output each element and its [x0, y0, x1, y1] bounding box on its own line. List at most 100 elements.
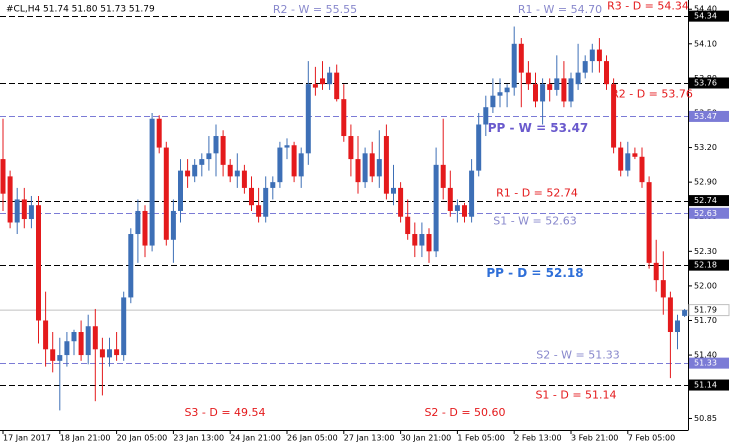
candle-body	[362, 153, 368, 183]
offchart-level-label: S2 - D = 50.60	[424, 406, 505, 419]
candle-body	[327, 72, 333, 85]
level-tag-label: 52.74	[694, 196, 717, 205]
candle-body	[511, 43, 517, 88]
x-tick-label: 2 Feb 13:00	[514, 434, 561, 443]
candle-body	[476, 124, 482, 171]
level-tag	[689, 259, 729, 271]
candle-body	[667, 297, 673, 333]
candle-body	[135, 210, 141, 235]
candle-body	[547, 84, 553, 90]
level-tag	[689, 77, 729, 89]
candle-body	[21, 199, 27, 220]
candle-body	[561, 78, 567, 102]
x-tick-label: 18 Jan 21:00	[60, 434, 111, 443]
candle-body	[64, 341, 70, 356]
y-tick-label: 51.70	[694, 316, 717, 325]
candle-body	[298, 153, 304, 177]
x-tick-label: 27 Jan 13:00	[344, 434, 395, 443]
candle-body	[291, 145, 297, 177]
level-tag-label: 53.76	[694, 79, 717, 88]
candle-body	[121, 297, 127, 356]
x-tick-label: 1 Feb 05:00	[457, 434, 504, 443]
level-tag-label: 52.63	[694, 209, 717, 218]
candle-body	[92, 326, 98, 350]
level-tag-label: 52.18	[694, 261, 717, 270]
candle-body	[263, 187, 269, 217]
candle-body	[85, 326, 91, 356]
candle-body	[163, 147, 169, 240]
price-tag	[688, 304, 730, 317]
candle-body	[625, 153, 631, 171]
price-tag-label: 51.79	[694, 306, 717, 315]
candle-body	[589, 49, 595, 62]
candle-body	[128, 234, 134, 298]
y-tick-label: 53.20	[694, 143, 717, 152]
candle-body	[50, 349, 56, 361]
candle-body	[646, 182, 652, 263]
candle-body	[256, 205, 262, 217]
level-label: R3 - D = 54.34	[607, 0, 689, 13]
x-tick-label: 24 Jan 21:00	[230, 434, 281, 443]
candle-body	[36, 205, 41, 321]
candle-body	[533, 84, 538, 102]
offchart-level-label: R1 - W = 54.70	[518, 3, 602, 16]
candle-body	[504, 87, 510, 93]
x-tick-label: 3 Feb 21:00	[571, 434, 618, 443]
candle-body	[348, 136, 354, 160]
candle-body	[192, 164, 198, 177]
candle-body	[234, 170, 240, 177]
candle-body	[227, 164, 233, 177]
candle-body	[305, 84, 311, 154]
candle-body	[419, 234, 425, 246]
candle-body	[383, 136, 389, 194]
candle-body	[334, 72, 340, 100]
candle-body	[618, 147, 624, 171]
candle-body	[398, 187, 404, 217]
candle-body	[660, 280, 666, 298]
x-tick-label: 23 Jan 13:00	[173, 434, 224, 443]
x-tick-label: 7 Feb 05:00	[628, 434, 675, 443]
y-tick-label: 51.40	[694, 351, 717, 360]
candle-body	[206, 153, 212, 160]
candle-body	[525, 72, 531, 85]
candle-body	[43, 320, 49, 350]
candle-body	[447, 187, 453, 211]
candle-body	[454, 205, 460, 211]
candle-body	[355, 159, 361, 183]
candle-body	[369, 153, 375, 177]
candle-body	[483, 107, 489, 125]
x-tick-label: 17 Jan 2017	[3, 434, 51, 443]
level-tag	[689, 195, 729, 207]
level-tag-label: 54.34	[694, 12, 717, 21]
level-tag	[689, 207, 729, 219]
candle-body	[7, 176, 13, 223]
candle-body	[554, 78, 560, 90]
candle-body	[568, 78, 574, 102]
level-label: S2 - W = 51.33	[536, 349, 620, 362]
level-label: S1 - D = 51.14	[535, 389, 616, 402]
candle-body	[284, 145, 290, 148]
offchart-level-label: S3 - D = 49.54	[184, 406, 265, 419]
candle-body	[376, 159, 382, 177]
candle-body	[199, 159, 205, 165]
candle-body	[341, 99, 347, 137]
candle-body	[71, 332, 77, 342]
level-tag	[689, 379, 729, 391]
level-tag	[689, 10, 729, 22]
candle-body	[490, 95, 496, 108]
offchart-level-label: R2 - W = 55.55	[273, 3, 357, 16]
candle-body	[604, 61, 609, 85]
candle-body	[469, 170, 475, 217]
candle-body	[518, 43, 524, 73]
header: #CL,H4 51.74 51.80 51.73 51.79	[6, 5, 155, 15]
y-tick-label: 52.00	[694, 281, 717, 290]
level-tag-label: 51.14	[694, 381, 717, 390]
candle-body	[405, 216, 411, 235]
candle-body	[391, 187, 396, 194]
candle-body	[178, 170, 183, 211]
candle-body	[632, 153, 638, 157]
candle-body	[596, 49, 602, 62]
candle-body	[270, 182, 276, 188]
